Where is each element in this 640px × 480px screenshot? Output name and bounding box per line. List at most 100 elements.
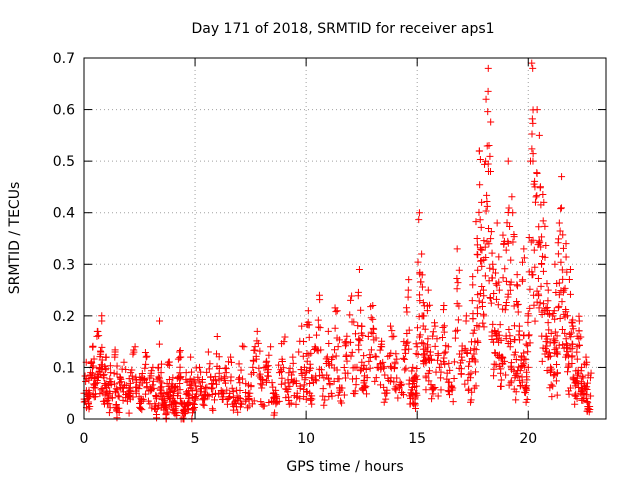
data-point	[415, 216, 423, 224]
data-point	[422, 386, 430, 394]
data-point	[555, 341, 563, 349]
data-point	[257, 398, 265, 406]
data-point	[538, 233, 546, 241]
data-point	[545, 310, 553, 318]
data-point	[558, 266, 566, 274]
chart-title: Day 171 of 2018, SRMTID for receiver aps…	[191, 21, 494, 37]
data-point	[152, 405, 160, 413]
data-point	[472, 368, 480, 376]
data-point	[172, 408, 180, 416]
data-point	[513, 298, 521, 306]
data-point	[473, 235, 481, 242]
data-point	[141, 364, 149, 372]
data-point	[473, 250, 481, 258]
data-point	[176, 394, 184, 402]
data-point	[370, 325, 378, 333]
data-point	[319, 385, 327, 393]
data-point	[353, 363, 361, 371]
data-point	[394, 394, 402, 402]
data-point	[506, 332, 514, 340]
data-point	[492, 361, 500, 369]
data-point	[494, 301, 502, 309]
data-point	[131, 343, 139, 351]
data-point	[409, 363, 417, 371]
data-point	[513, 282, 521, 290]
data-point	[238, 400, 246, 408]
data-point	[298, 322, 306, 330]
data-point	[526, 304, 534, 312]
data-point	[408, 367, 416, 375]
data-point	[351, 387, 359, 395]
data-point	[344, 369, 352, 377]
data-point	[566, 384, 574, 392]
data-point	[528, 115, 536, 123]
data-point	[510, 351, 518, 359]
data-point	[489, 265, 497, 273]
data-point	[205, 392, 213, 400]
data-point	[265, 351, 273, 359]
data-point	[308, 395, 316, 403]
data-point	[380, 398, 388, 406]
data-point	[320, 401, 328, 409]
data-point	[111, 351, 119, 359]
data-point	[555, 302, 563, 310]
data-point	[326, 380, 334, 388]
data-point	[531, 198, 539, 206]
data-point	[522, 340, 530, 348]
data-point	[328, 392, 336, 400]
data-point	[176, 347, 184, 355]
data-point	[499, 274, 507, 282]
data-point	[142, 390, 150, 398]
data-point	[563, 312, 571, 320]
data-point	[360, 352, 368, 360]
data-point	[562, 253, 570, 261]
data-point	[258, 400, 266, 408]
data-point	[478, 303, 486, 311]
data-point	[201, 384, 209, 392]
data-point	[565, 390, 573, 398]
data-point	[480, 310, 488, 318]
data-point	[555, 291, 563, 299]
y-tick-label: 0	[66, 412, 75, 428]
data-point	[556, 315, 564, 323]
data-point	[366, 353, 374, 361]
data-point	[566, 265, 574, 273]
data-point	[434, 351, 442, 359]
data-point	[193, 386, 201, 394]
data-point	[285, 400, 293, 408]
data-point	[264, 372, 272, 380]
data-point	[507, 377, 515, 385]
data-point	[562, 308, 570, 316]
data-point	[331, 346, 339, 354]
data-point	[335, 375, 343, 383]
data-point	[524, 348, 532, 356]
data-point	[579, 374, 587, 382]
data-point	[559, 231, 567, 239]
data-point	[479, 286, 487, 294]
data-point	[497, 365, 505, 373]
data-point	[335, 336, 343, 344]
data-point	[551, 337, 559, 345]
data-point	[264, 362, 272, 370]
data-point	[479, 319, 487, 327]
y-tick-label: 0.5	[53, 154, 75, 170]
data-point	[204, 392, 212, 400]
data-point	[490, 360, 498, 368]
data-point	[445, 359, 453, 367]
data-point	[352, 375, 360, 383]
data-point	[316, 324, 324, 332]
data-point	[545, 349, 553, 357]
data-point	[419, 299, 427, 307]
data-point	[473, 241, 481, 249]
data-point	[535, 237, 543, 245]
data-point	[227, 358, 235, 366]
data-point	[529, 150, 537, 158]
data-point	[433, 335, 441, 343]
data-point	[331, 324, 339, 332]
data-point	[237, 399, 245, 407]
data-point	[481, 272, 489, 280]
data-point	[522, 398, 530, 406]
data-point	[529, 236, 537, 244]
data-point	[156, 317, 164, 325]
data-point	[474, 266, 482, 274]
